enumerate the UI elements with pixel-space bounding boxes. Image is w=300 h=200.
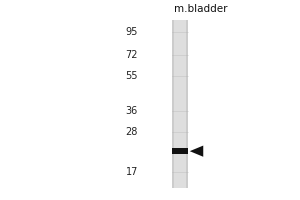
Polygon shape	[190, 146, 203, 157]
Text: 55: 55	[125, 71, 138, 81]
Text: 36: 36	[126, 106, 138, 116]
Bar	[172, 148, 188, 154]
Bar	[172, 20, 188, 188]
Text: 17: 17	[126, 167, 138, 177]
Text: 95: 95	[126, 27, 138, 37]
Text: 28: 28	[126, 127, 138, 137]
Text: 72: 72	[125, 50, 138, 60]
Bar	[186, 20, 188, 188]
Text: m.bladder: m.bladder	[174, 4, 228, 14]
Bar	[172, 20, 174, 188]
